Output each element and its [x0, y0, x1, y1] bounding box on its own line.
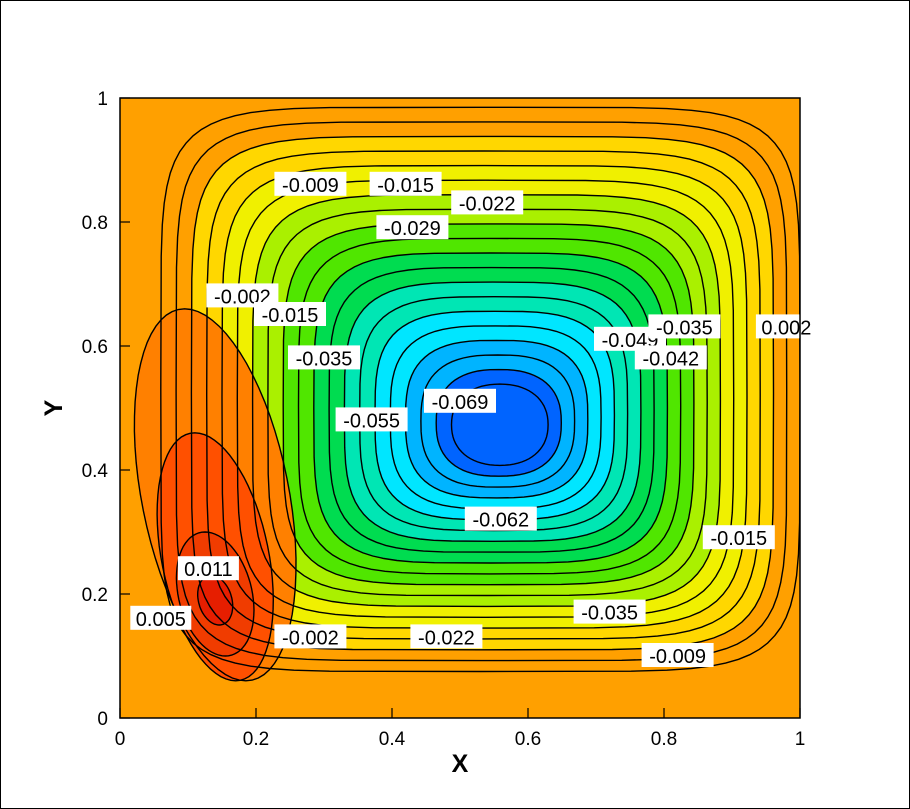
- contour-label: -0.062: [464, 506, 537, 532]
- x-tick-label: 0.8: [651, 729, 677, 750]
- contour-label: -0.015: [702, 525, 775, 550]
- contour-line: [156, 432, 275, 682]
- contour-line: [236, 179, 735, 619]
- x-tick-label: 0.2: [243, 729, 269, 750]
- contour-label-bg: [573, 599, 646, 624]
- y-tick-label: 0.8: [82, 213, 108, 234]
- contour-label-bg: [451, 190, 524, 215]
- contour-label-bg: [288, 345, 360, 370]
- y-tick-label: 0.4: [82, 461, 109, 482]
- contour-label-text: 0.005: [136, 609, 186, 631]
- contour-line: [251, 193, 722, 608]
- y-axis: 0 0.2 0.4 0.6 0.8 1: [82, 89, 130, 730]
- contour-label: -0.069: [424, 388, 496, 414]
- contour-label-bg: [274, 624, 347, 649]
- contour-label-bg: [702, 525, 775, 550]
- plot-border: [119, 97, 801, 719]
- contour-label: -0.022: [410, 624, 483, 649]
- contour-label: -0.009: [274, 171, 347, 197]
- y-tick-label: 0: [97, 709, 108, 730]
- contour-line: [313, 252, 669, 564]
- contour-label-text: -0.015: [377, 175, 434, 197]
- contour-label: -0.022: [451, 190, 524, 215]
- contour-line: [420, 354, 576, 488]
- contour-label-text: -0.009: [282, 175, 339, 197]
- contour-label-text: -0.002: [282, 627, 339, 649]
- contour-line: [435, 368, 563, 477]
- contour-label: -0.035: [288, 345, 360, 370]
- contour-line: [267, 208, 708, 597]
- contour-label-bg: [641, 643, 714, 667]
- contour-line: [297, 237, 682, 575]
- contour-label: -0.029: [376, 215, 449, 240]
- contour-label: 0.002: [755, 314, 817, 339]
- contour-label-bg: [254, 302, 326, 326]
- contour-label-text: -0.022: [418, 627, 475, 649]
- contour-label: -0.009: [641, 643, 714, 668]
- contour-line: [160, 106, 800, 673]
- contour-label-text: -0.042: [642, 348, 699, 370]
- contour-line: [175, 121, 788, 662]
- contour-label-bg: [410, 624, 483, 649]
- y-tick-label: 0.2: [82, 585, 108, 606]
- contour-line: [282, 223, 695, 586]
- contour-label-text: -0.009: [649, 646, 706, 668]
- contour-label-bg: [177, 556, 239, 581]
- contour-label-text: -0.015: [710, 528, 767, 550]
- contour-label-text: -0.055: [343, 410, 400, 432]
- contour-label-bg: [369, 171, 442, 196]
- contour-label-text: -0.029: [384, 218, 441, 240]
- contour-label: -0.002: [274, 624, 347, 649]
- contour-labels: -0.009 -0.015 -0.022 -0.029 -0.002 -0.015 -0.0…: [130, 171, 817, 668]
- contour-line: [328, 266, 655, 553]
- contour-label-text: -0.062: [472, 510, 529, 532]
- contour-label-bg: [424, 388, 496, 413]
- x-tick-label: 0.4: [379, 729, 406, 750]
- contour-label-text: -0.035: [296, 348, 353, 370]
- contour-label-bg: [648, 314, 721, 339]
- contour-label-bg: [755, 314, 817, 339]
- contour-label-text: -0.035: [581, 603, 638, 625]
- contour-label-bg: [274, 171, 347, 196]
- contour-label-text: 0.002: [761, 317, 811, 339]
- contour-label: -0.055: [335, 407, 408, 432]
- contour-label-bg: [130, 605, 192, 630]
- contour-label: 0.005: [130, 605, 192, 631]
- contour-line: [133, 308, 297, 682]
- contour-line: [190, 135, 775, 651]
- x-tick-label: 0: [115, 729, 126, 750]
- x-axis-title: X: [452, 750, 469, 778]
- contour-label-bg: [464, 506, 537, 531]
- contour-line: [175, 531, 255, 657]
- secondary-vortex-band: [197, 575, 233, 625]
- contour-label-text: -0.035: [656, 317, 713, 339]
- contour-label: -0.035: [573, 599, 646, 625]
- contour-label-text: -0.022: [459, 193, 516, 215]
- contour-line: [450, 383, 549, 467]
- contour-line: [205, 150, 761, 640]
- contour-label-bg: [335, 407, 408, 432]
- contour-label: -0.042: [634, 345, 707, 370]
- contour-label: -0.015: [254, 302, 326, 327]
- y-axis-title: Y: [40, 399, 68, 416]
- contour-label-bg: [634, 345, 707, 370]
- contour-label-text: -0.015: [262, 305, 319, 327]
- x-tick-label: 1: [795, 729, 806, 750]
- contour-line: [221, 164, 748, 629]
- contour-label-text: 0.011: [184, 559, 233, 581]
- y-tick-label: 0.6: [82, 337, 108, 358]
- x-tick-label: 0.6: [515, 729, 541, 750]
- contour-label-bg: [376, 215, 449, 240]
- contour-label: 0.011: [177, 556, 239, 581]
- x-axis: 0 0.2 0.4 0.6 0.8 1: [115, 708, 806, 750]
- contour-label-text: -0.069: [432, 392, 489, 414]
- y-tick-label: 1: [97, 89, 108, 110]
- contour-lines: [133, 106, 800, 682]
- contour-label: -0.015: [369, 171, 442, 197]
- contour-label: -0.035: [648, 314, 721, 339]
